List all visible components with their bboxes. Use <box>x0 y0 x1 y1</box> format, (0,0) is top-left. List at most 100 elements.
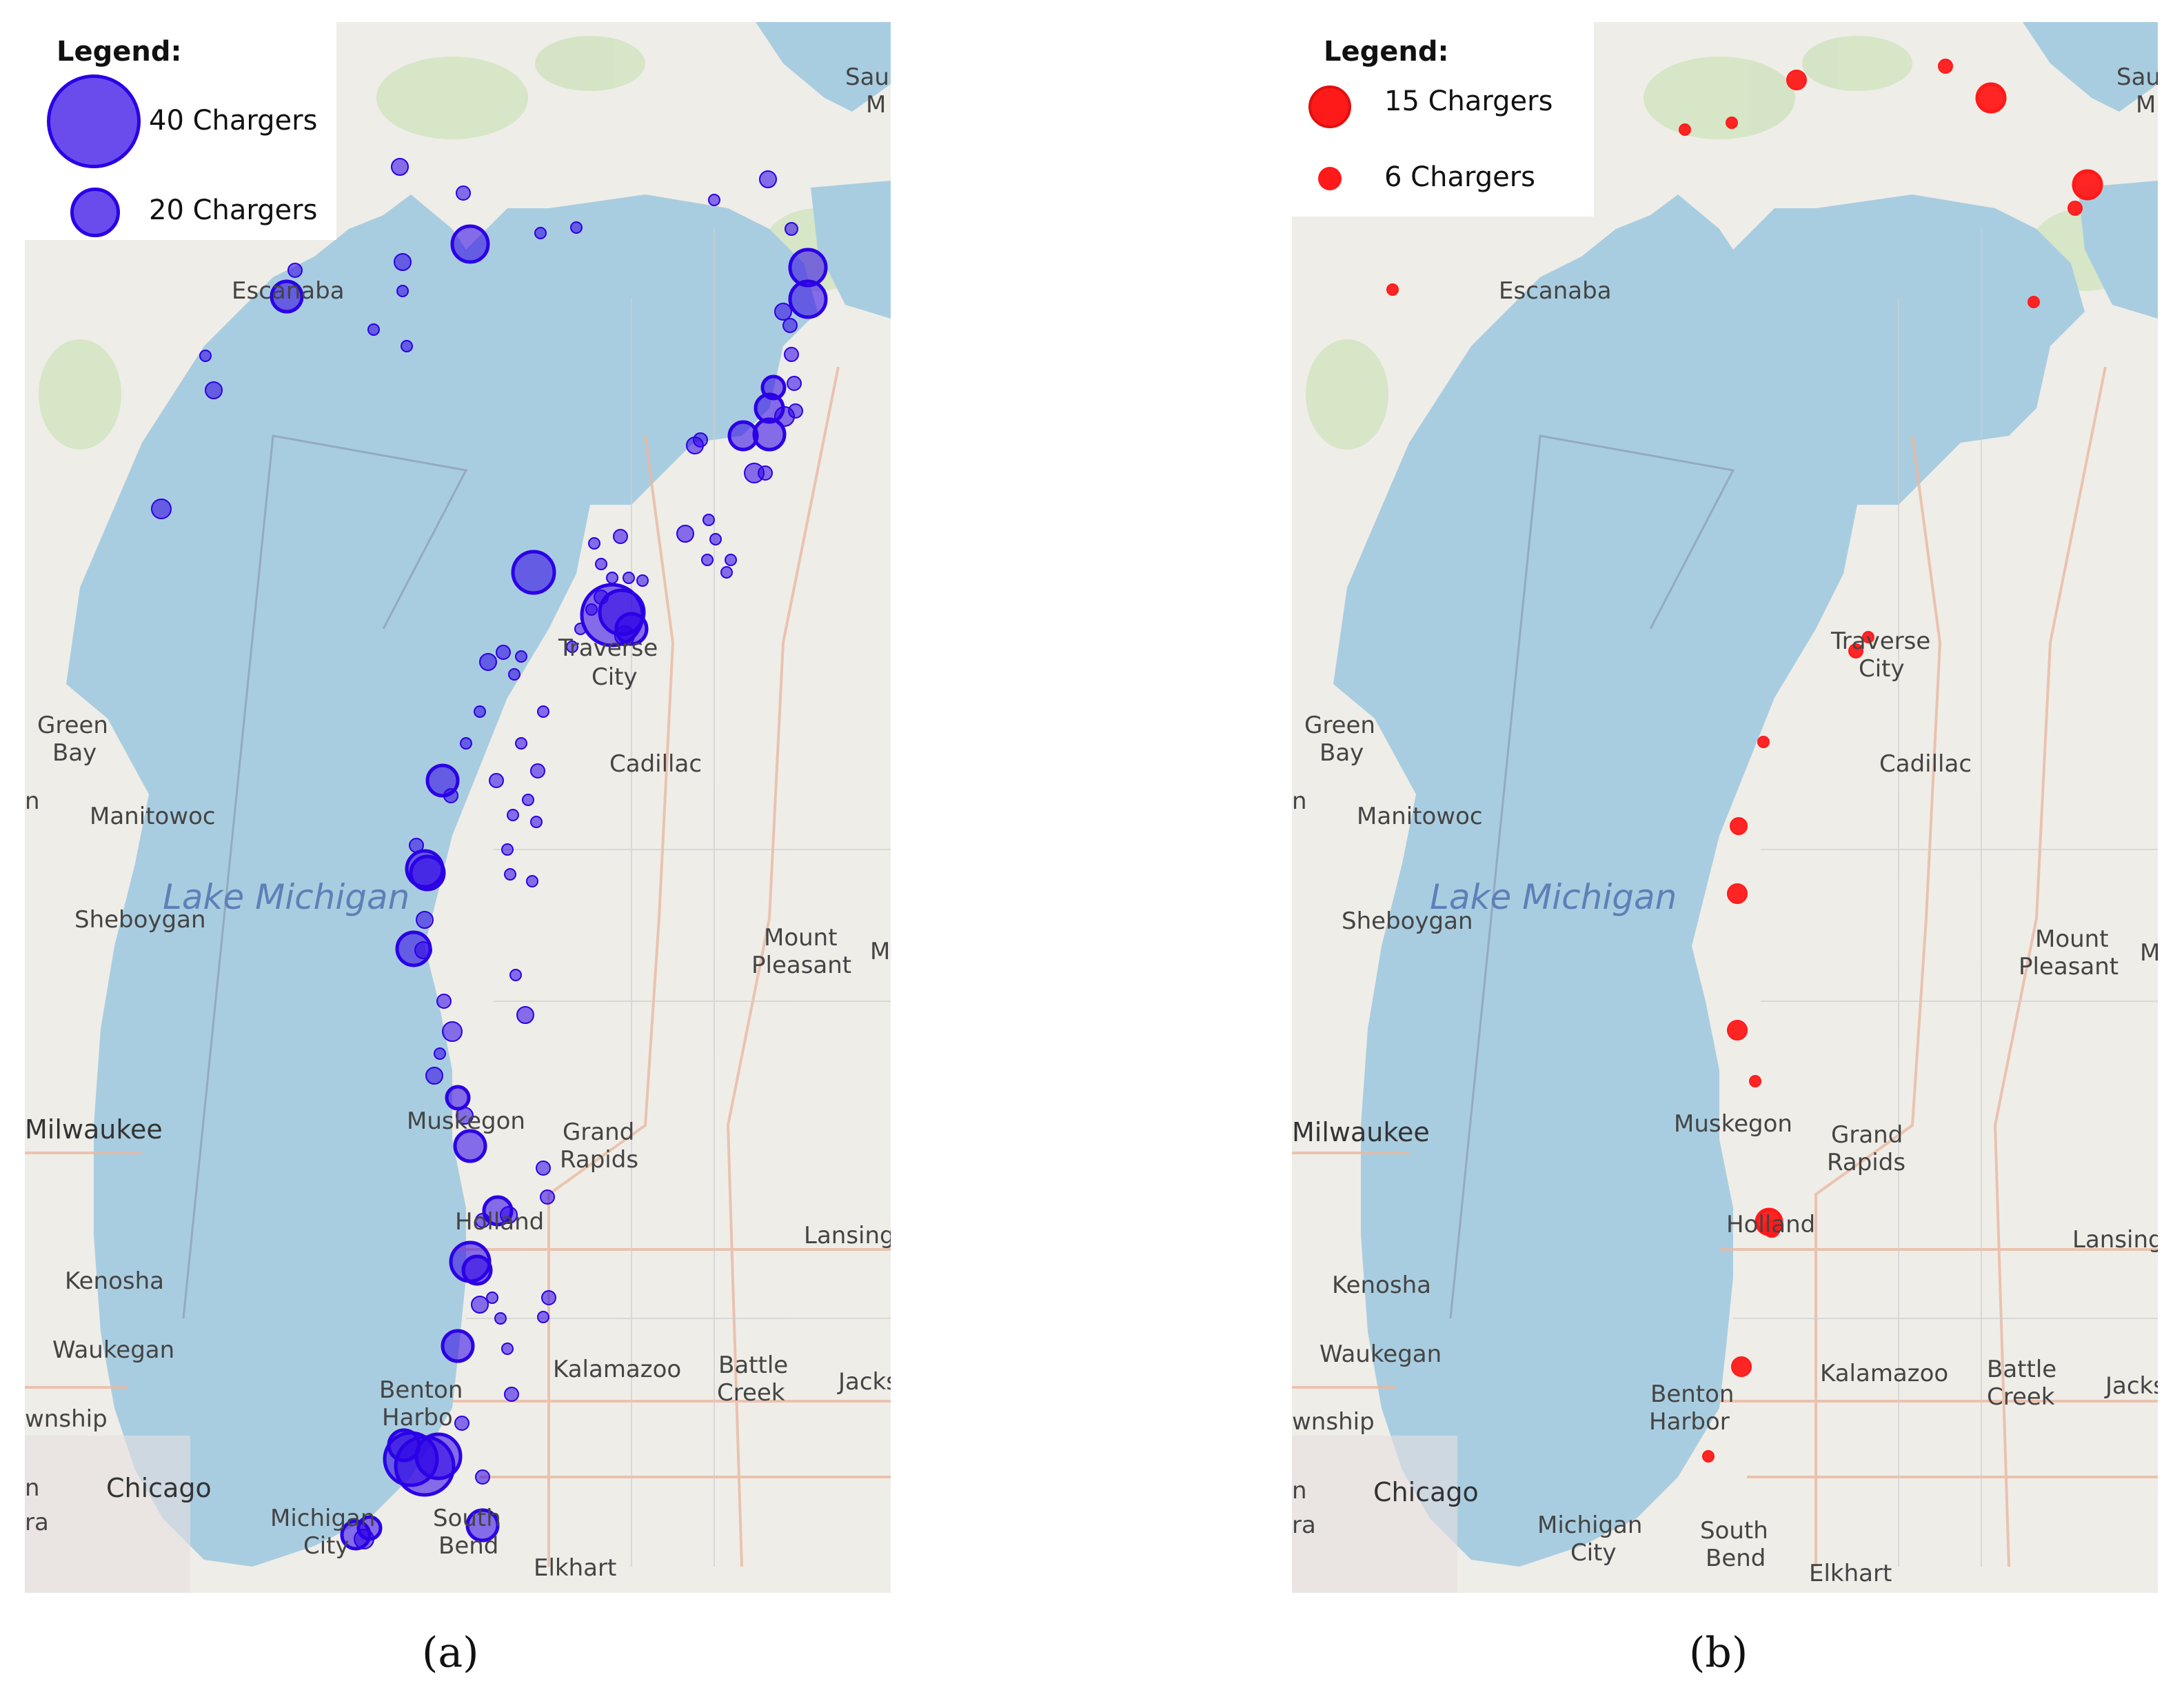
charger-marker <box>720 566 733 579</box>
place-bend-b: Bend <box>1706 1545 1766 1572</box>
charger-marker <box>566 641 578 653</box>
charger-marker <box>1757 736 1770 748</box>
charger-marker <box>522 794 534 806</box>
charger-marker <box>1727 1020 1748 1041</box>
charger-marker <box>367 323 380 336</box>
charger-marker <box>496 645 511 660</box>
charger-marker <box>151 499 172 519</box>
charger-marker <box>1726 117 1738 129</box>
charger-marker <box>453 1129 487 1163</box>
place-n2-a: n <box>25 1474 40 1502</box>
charger-marker <box>774 406 795 427</box>
place-holland-b: Holland <box>1726 1211 1816 1238</box>
place-cadillac-a: Cadillac <box>609 750 702 778</box>
legend-a: Legend: 40 Chargers 20 Chargers <box>25 22 336 240</box>
charger-marker <box>511 550 556 595</box>
charger-marker <box>494 1312 507 1325</box>
place-sault2-b: M <box>2136 91 2156 119</box>
charger-marker <box>701 554 714 566</box>
legend-title-b: Legend: <box>1324 36 1449 68</box>
place-benton-a: Benton <box>379 1376 463 1404</box>
charger-marker <box>537 1311 549 1323</box>
charger-marker <box>2028 296 2040 308</box>
charger-marker <box>441 1329 475 1363</box>
legend-swatch-large-a <box>47 74 141 168</box>
charger-marker <box>1702 1450 1715 1463</box>
place-kalamazoo-b: Kalamazoo <box>1820 1360 1949 1387</box>
charger-markers-a <box>151 158 828 1551</box>
place-m-b: M <box>2140 939 2158 967</box>
charger-marker <box>501 1343 514 1355</box>
place-cadillac-b: Cadillac <box>1879 750 1972 778</box>
place-mount-a: Mount <box>764 924 838 952</box>
place-tcity-a: City <box>592 663 638 691</box>
charger-marker <box>540 1189 555 1205</box>
caption-b: (b) <box>1689 1629 1748 1677</box>
charger-marker <box>442 1021 463 1042</box>
charger-marker <box>486 1292 498 1304</box>
charger-marker <box>500 1206 518 1224</box>
charger-marker <box>1848 643 1863 659</box>
charger-marker <box>414 941 432 959</box>
charger-marker <box>1786 70 1807 90</box>
charger-marker <box>536 1161 551 1176</box>
place-traverse-b: Traverse <box>1831 627 1931 655</box>
basemap-a <box>25 22 891 1593</box>
charger-marker <box>507 809 519 821</box>
charger-marker <box>541 1290 556 1305</box>
legend-label-small-b: 6 Chargers <box>1384 161 1535 193</box>
place-n-b: n <box>1292 787 1307 815</box>
charger-marker <box>434 1047 446 1060</box>
charger-marker <box>475 1213 490 1228</box>
charger-marker <box>2072 169 2103 201</box>
charger-marker <box>702 514 715 526</box>
charger-marker <box>530 816 543 828</box>
charger-marker <box>474 705 486 718</box>
charger-marker <box>199 350 212 362</box>
legend-label-large-b: 15 Chargers <box>1384 86 1553 117</box>
charger-marker <box>1749 1075 1761 1087</box>
charger-marker <box>785 222 798 236</box>
place-city-b: City <box>1570 1539 1617 1567</box>
place-grand-a: Grand <box>563 1118 635 1146</box>
place-south-b: South <box>1700 1517 1768 1545</box>
place-muskegon-a: Muskegon <box>407 1107 525 1135</box>
charger-marker <box>394 253 412 271</box>
place-township-a: wnship <box>25 1405 108 1433</box>
charger-marker <box>530 763 545 778</box>
charger-marker <box>1862 631 1874 643</box>
charger-marker <box>594 590 609 605</box>
charger-marker <box>270 279 304 314</box>
charger-marker <box>774 303 792 321</box>
place-elkhart-a: Elkhart <box>534 1554 617 1582</box>
place-michigan-b: Michigan <box>1537 1511 1643 1539</box>
charger-marker <box>396 285 409 297</box>
charger-marker <box>1731 1356 1752 1377</box>
charger-marker <box>489 773 504 788</box>
place-battle-a: Battle <box>718 1352 789 1379</box>
charger-marker <box>443 788 458 803</box>
charger-marker <box>613 529 628 544</box>
place-rapids-a: Rapids <box>560 1146 639 1174</box>
place-lansing-b: Lansing <box>2072 1226 2158 1254</box>
charger-marker <box>570 221 583 234</box>
place-creek-b: Creek <box>1987 1383 2055 1411</box>
place-traverse-a: Traverse <box>558 634 658 662</box>
place-sheboygan-b: Sheboygan <box>1342 907 1473 935</box>
place-manitowoc-b: Manitowoc <box>1357 803 1483 830</box>
charger-marker <box>759 170 777 188</box>
charger-marker <box>1727 883 1748 904</box>
place-manitowoc-a: Manitowoc <box>90 803 216 830</box>
charger-marker <box>461 1254 493 1286</box>
charger-marker <box>445 1085 471 1111</box>
place-ra-b: ra <box>1292 1511 1316 1539</box>
charger-marker <box>460 737 472 750</box>
charger-marker <box>709 533 722 545</box>
legend-swatch-small-a <box>70 188 120 237</box>
charger-marker <box>1679 123 1691 136</box>
charger-marker <box>205 381 223 399</box>
caption-a: (a) <box>422 1629 479 1677</box>
place-sault-a: Saul <box>845 63 891 91</box>
charger-marker <box>1763 1220 1781 1238</box>
place-lansing-a: Lansing <box>804 1222 891 1249</box>
